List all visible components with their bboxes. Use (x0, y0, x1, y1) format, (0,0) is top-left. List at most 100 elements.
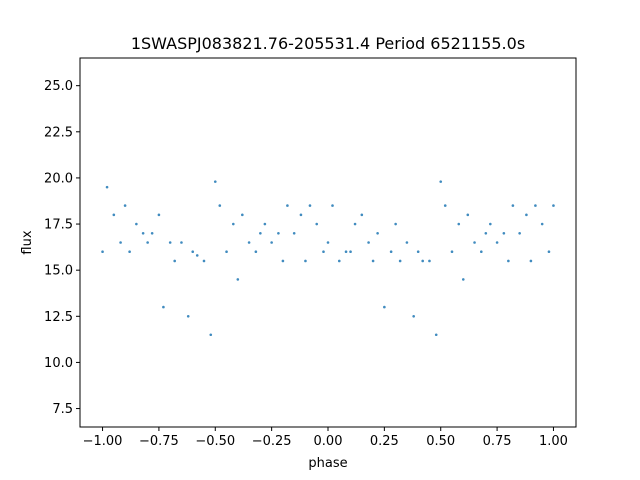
x-tick-label: 0.00 (314, 434, 343, 449)
data-point (299, 213, 303, 217)
x-axis-label: phase (308, 456, 347, 471)
data-point (173, 259, 176, 263)
data-point (518, 231, 521, 235)
data-point (128, 250, 131, 254)
x-tick-label: 1.00 (539, 434, 568, 449)
y-tick-label: 22.5 (44, 125, 73, 140)
data-point (405, 241, 409, 244)
data-point (353, 222, 357, 226)
data-points (101, 180, 555, 337)
data-point (322, 250, 325, 254)
data-point (123, 204, 127, 207)
data-point (213, 180, 217, 183)
data-point (450, 250, 454, 254)
x-tick-label: −0.25 (252, 434, 292, 449)
data-point (461, 278, 465, 281)
x-tick-label: −0.50 (195, 434, 235, 449)
data-point (281, 259, 285, 263)
data-point (473, 241, 476, 244)
data-point (495, 241, 499, 244)
data-point (308, 204, 312, 207)
data-point (191, 250, 195, 254)
data-point (135, 222, 138, 226)
data-point (416, 250, 420, 254)
x-tick-label: −1.00 (83, 434, 123, 449)
data-point (547, 250, 551, 254)
data-point (209, 333, 213, 337)
y-tick-label: 25.0 (44, 79, 73, 94)
data-point (232, 222, 235, 226)
data-point (421, 259, 424, 263)
data-point (394, 222, 397, 226)
data-point (168, 241, 172, 244)
data-point (202, 259, 206, 263)
data-point (326, 241, 330, 244)
data-point (371, 259, 375, 263)
x-tick-label: 0.75 (483, 434, 512, 449)
data-point (439, 180, 443, 183)
data-point (180, 241, 183, 244)
data-point (434, 333, 438, 337)
data-point (146, 241, 149, 244)
data-point (412, 315, 415, 318)
data-point (270, 241, 273, 244)
data-point (367, 241, 370, 244)
data-point (511, 204, 515, 207)
data-point (489, 222, 492, 226)
data-point (502, 231, 506, 235)
data-point (304, 259, 307, 263)
data-point (428, 259, 431, 263)
data-point (376, 231, 379, 235)
y-axis-label: flux (20, 230, 35, 254)
data-point (540, 222, 544, 226)
data-point (241, 213, 244, 217)
data-point (286, 204, 289, 207)
data-point (337, 259, 341, 263)
y-tick-label: 17.5 (44, 218, 73, 233)
data-point (218, 204, 222, 207)
data-point (457, 222, 461, 226)
data-point (236, 278, 240, 281)
x-tick-label: 0.50 (426, 434, 455, 449)
data-point (150, 231, 154, 235)
data-point (195, 254, 199, 257)
y-axis: 7.5 10.0 12.5 15.0 17.5 20.0 22.5 25.0 (44, 79, 80, 417)
data-point (389, 250, 393, 254)
data-point (331, 204, 334, 207)
x-axis: −1.00 −0.75 −0.50 −0.25 0.00 0.25 0.50 0.75 1.00 (83, 427, 568, 449)
data-point (277, 231, 280, 235)
data-point (507, 259, 510, 263)
data-point (105, 185, 109, 189)
data-point (157, 213, 161, 217)
y-tick-label: 12.5 (44, 310, 73, 325)
y-tick-label: 10.0 (44, 356, 73, 371)
data-point (119, 241, 122, 244)
data-point (186, 315, 190, 318)
data-point (292, 231, 296, 235)
data-point (383, 305, 386, 309)
data-point (247, 241, 251, 244)
data-point (315, 222, 319, 226)
data-point (141, 231, 145, 235)
y-tick-label: 15.0 (44, 264, 73, 279)
x-tick-label: 0.25 (370, 434, 399, 449)
data-point (525, 213, 528, 217)
data-point (552, 204, 555, 207)
x-tick-label: −0.75 (139, 434, 179, 449)
data-point (112, 213, 116, 217)
data-point (398, 259, 402, 263)
data-point (225, 250, 228, 254)
data-point (254, 250, 258, 254)
data-point (443, 204, 447, 207)
data-point (263, 222, 267, 226)
data-point (101, 250, 104, 254)
data-point (360, 213, 364, 217)
data-point (349, 250, 352, 254)
data-point (480, 250, 483, 254)
data-point (534, 204, 537, 207)
chart-title: 1SWASPJ083821.76-205531.4 Period 6521155… (131, 34, 525, 53)
data-point (162, 305, 165, 309)
data-point (344, 250, 348, 254)
y-tick-label: 20.0 (44, 171, 73, 186)
